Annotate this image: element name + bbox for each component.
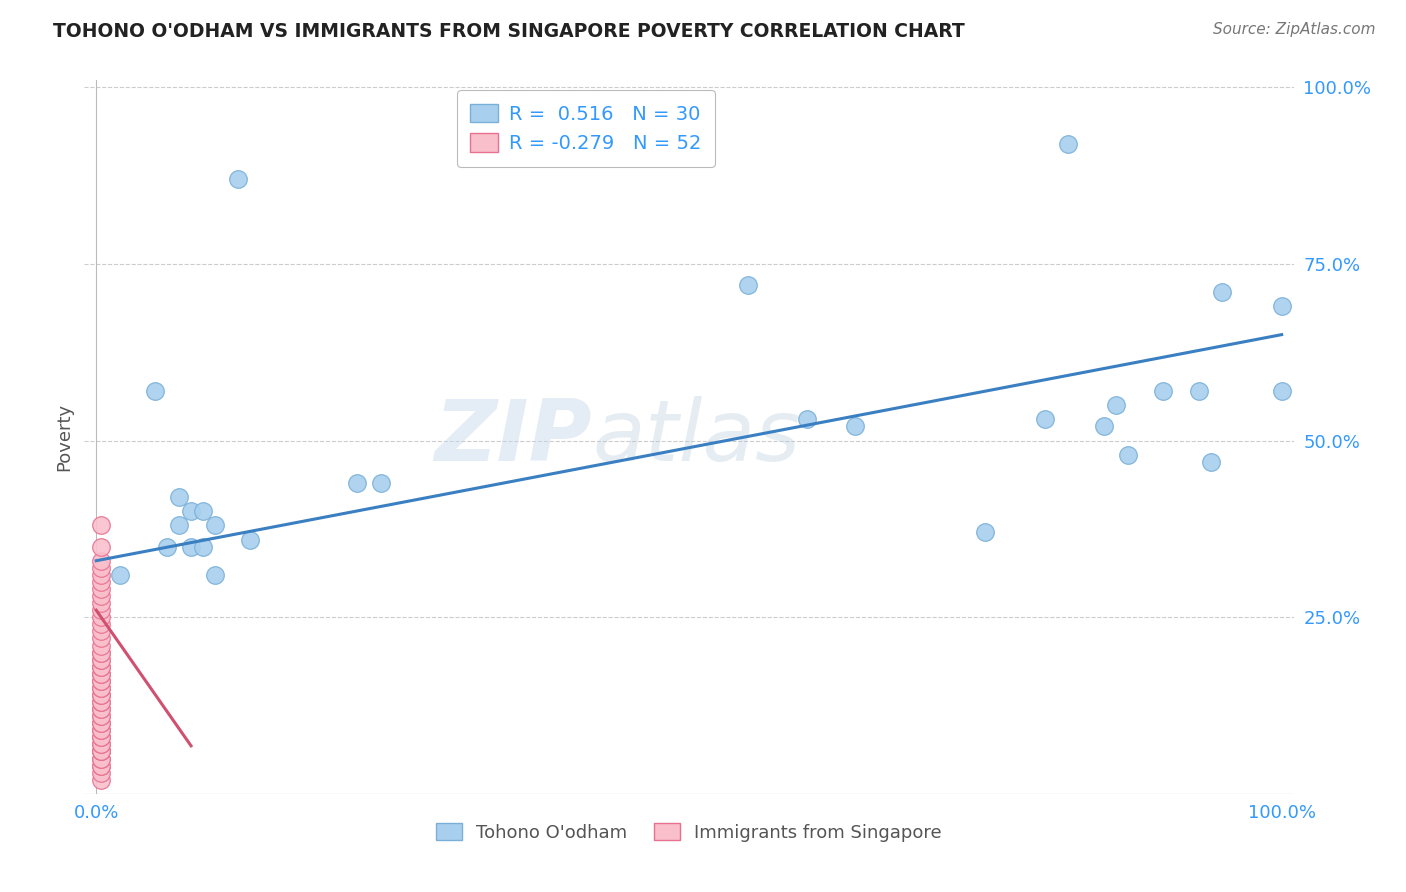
Point (90, 744, 112, 758)
Point (90, 632, 112, 646)
Point (90, 646, 112, 660)
Point (90, 723, 112, 738)
Point (191, 540, 214, 554)
Point (90, 702, 112, 716)
Text: atlas: atlas (592, 395, 800, 479)
Point (90, 744, 112, 758)
Point (1271, 299, 1294, 313)
Point (204, 518, 226, 533)
Point (90, 695, 112, 709)
Point (1271, 384, 1294, 399)
Text: ZIP: ZIP (434, 395, 592, 479)
Point (167, 490, 190, 504)
Point (346, 475, 368, 490)
Point (1057, 136, 1080, 151)
Point (90, 765, 112, 780)
Point (90, 738, 112, 752)
Point (90, 673, 112, 688)
Point (90, 688, 112, 702)
Point (167, 518, 190, 533)
Point (370, 475, 392, 490)
Text: TOHONO O'ODHAM VS IMMIGRANTS FROM SINGAPORE POVERTY CORRELATION CHART: TOHONO O'ODHAM VS IMMIGRANTS FROM SINGAP… (53, 22, 965, 41)
Point (156, 540, 179, 554)
Point (90, 589, 112, 603)
Point (737, 278, 759, 293)
Point (90, 751, 112, 765)
Point (90, 731, 112, 745)
Point (90, 702, 112, 716)
Y-axis label: Poverty: Poverty (55, 403, 73, 471)
Point (90, 540, 112, 554)
Point (228, 172, 250, 186)
Point (180, 504, 202, 518)
Point (90, 709, 112, 723)
Point (844, 419, 866, 434)
Point (145, 384, 167, 399)
Point (1152, 384, 1174, 399)
Point (90, 666, 112, 681)
Point (90, 659, 112, 673)
Point (90, 772, 112, 787)
Point (90, 695, 112, 709)
Point (90, 624, 112, 639)
Point (974, 525, 997, 540)
Point (90, 561, 112, 575)
Point (1211, 285, 1233, 300)
Point (90, 688, 112, 702)
Point (204, 567, 226, 582)
Point (90, 709, 112, 723)
Point (1116, 448, 1139, 462)
Point (90, 731, 112, 745)
Point (90, 738, 112, 752)
Point (90, 758, 112, 772)
Point (90, 758, 112, 772)
Point (90, 659, 112, 673)
Point (90, 582, 112, 596)
Point (191, 504, 214, 518)
Point (90, 610, 112, 624)
Point (90, 681, 112, 695)
Point (90, 716, 112, 731)
Point (90, 666, 112, 681)
Point (108, 567, 131, 582)
Point (90, 554, 112, 568)
Point (90, 574, 112, 589)
Point (90, 653, 112, 667)
Point (1105, 398, 1128, 412)
Point (90, 653, 112, 667)
Point (796, 412, 818, 426)
Point (90, 681, 112, 695)
Point (180, 540, 202, 554)
Point (1033, 412, 1056, 426)
Point (1092, 419, 1115, 434)
Point (90, 518, 112, 533)
Point (90, 723, 112, 738)
Point (239, 533, 262, 547)
Point (90, 673, 112, 688)
Point (90, 639, 112, 653)
Point (90, 567, 112, 582)
Point (90, 646, 112, 660)
Point (90, 716, 112, 731)
Point (90, 596, 112, 610)
Legend: Tohono O'odham, Immigrants from Singapore: Tohono O'odham, Immigrants from Singapor… (429, 816, 949, 849)
Point (90, 751, 112, 765)
Point (1199, 455, 1222, 469)
Text: Source: ZipAtlas.com: Source: ZipAtlas.com (1212, 22, 1375, 37)
Point (90, 617, 112, 632)
Point (90, 603, 112, 617)
Point (1188, 384, 1211, 399)
Point (90, 744, 112, 758)
